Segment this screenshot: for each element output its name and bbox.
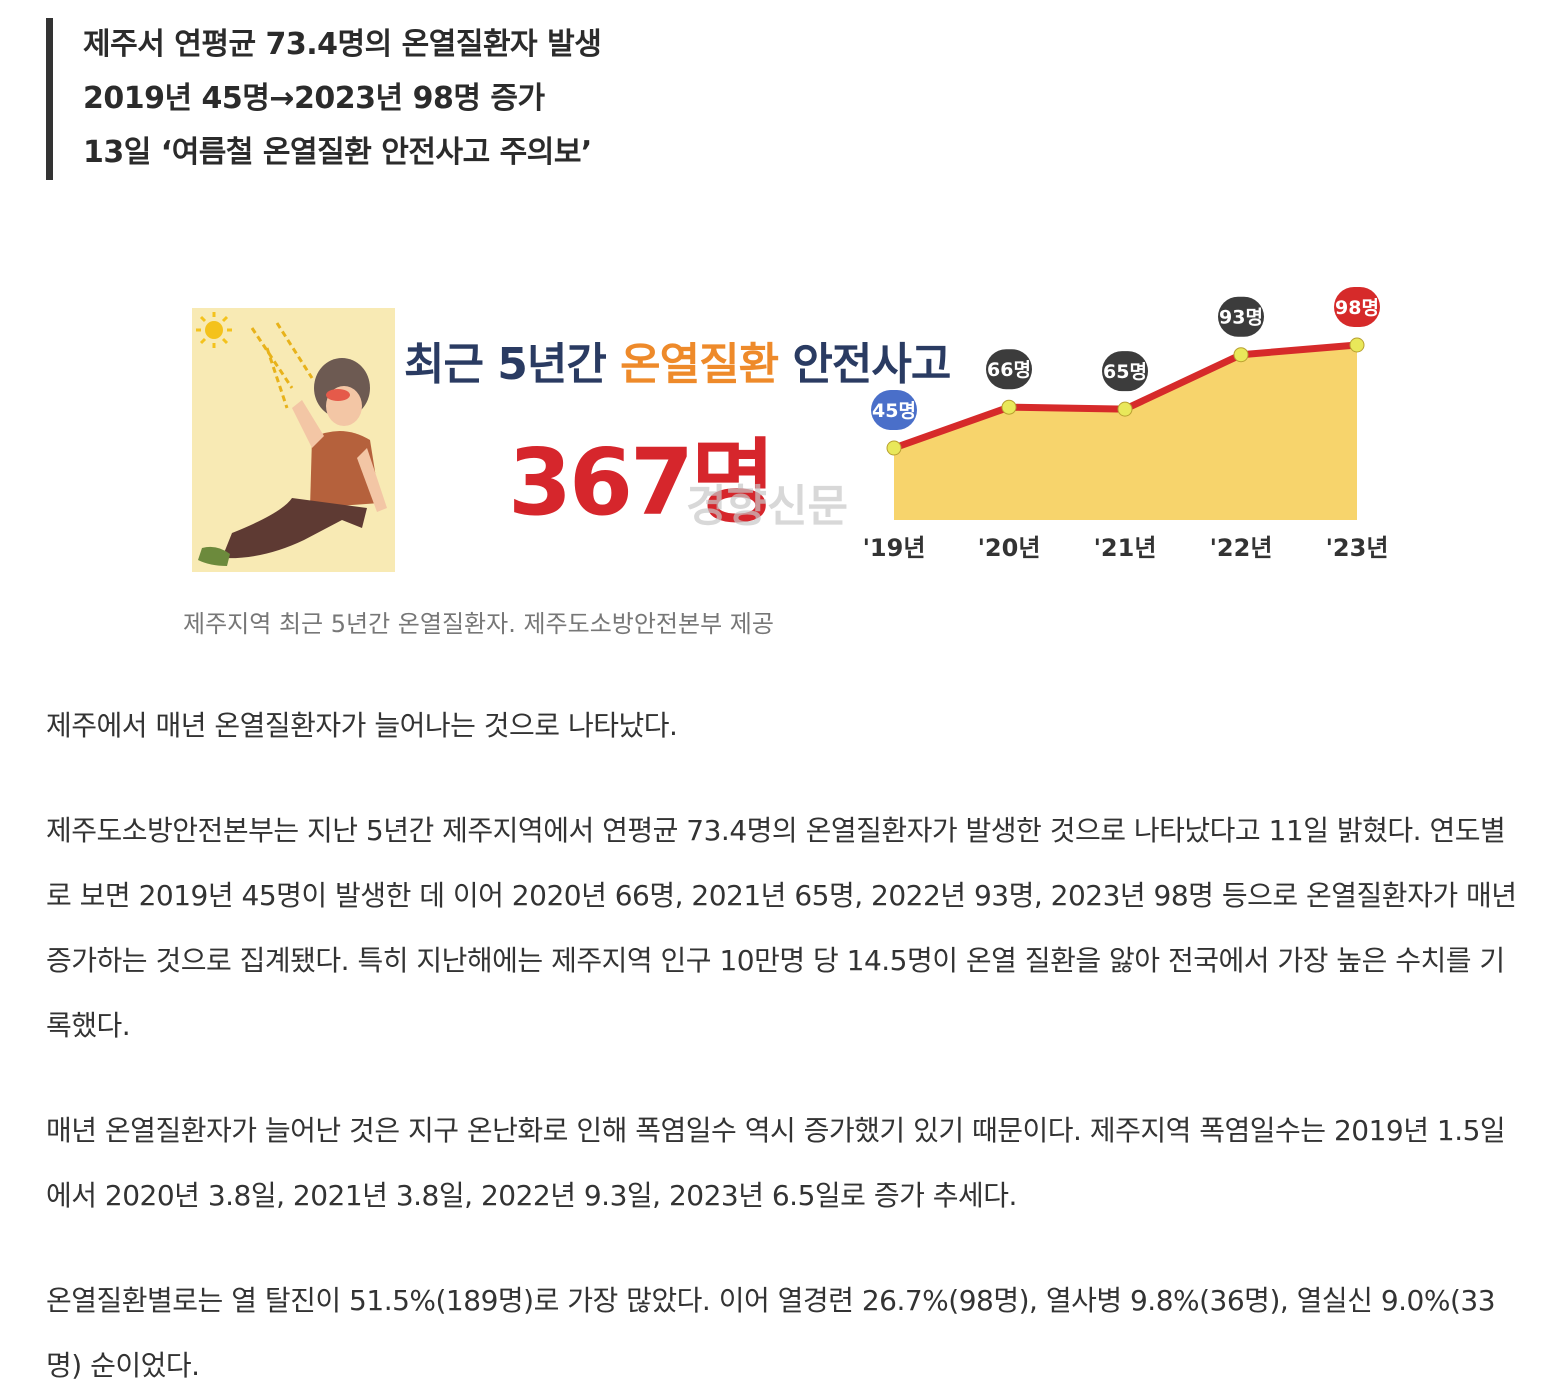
figure-title: 최근 5년간 온열질환 안전사고 <box>404 328 951 392</box>
heatstroke-illustration <box>192 308 395 572</box>
article-figure[interactable]: 최근 5년간 온열질환 안전사고 367명 경향신문 45명 '19년 66명 '20… <box>192 270 1392 580</box>
data-label-bubble <box>1218 296 1264 337</box>
chart-point <box>886 440 902 456</box>
chart-point <box>1001 399 1017 415</box>
subheading: 제주서 연평균 73.4명의 온열질환자 발생 <box>83 27 602 62</box>
x-tick-label: '23년 <box>1326 534 1389 562</box>
subheading: 2019년 45명→2023년 98명 증가 <box>83 81 545 116</box>
data-label-bubble <box>1102 351 1148 392</box>
data-label: 45명 <box>872 400 916 422</box>
data-label: 98명 <box>1335 297 1379 319</box>
figure-title-part1: 최근 5년간 <box>404 339 621 390</box>
figure-title-part2: 안전사고 <box>778 339 951 390</box>
data-label: 66명 <box>987 359 1031 381</box>
data-label-bubble <box>1334 287 1380 327</box>
x-tick-label: '20년 <box>978 534 1041 562</box>
data-label: 93명 <box>1219 307 1263 329</box>
x-tick-label: '22년 <box>1210 534 1273 562</box>
chart-point <box>1233 347 1249 363</box>
data-label: 65명 <box>1103 361 1147 383</box>
x-tick-label: '21년 <box>1094 534 1157 562</box>
figure-total: 367명 <box>508 429 776 536</box>
chart-point <box>1117 401 1133 417</box>
chart-area <box>894 345 1357 520</box>
figure-title-highlight: 온열질환 <box>620 339 779 390</box>
x-tick-label: '19년 <box>863 534 926 562</box>
figure-caption: 제주지역 최근 5년간 온열질환자. 제주도소방안전본부 제공 <box>183 610 774 638</box>
subheading: 13일 ‘여름철 온열질환 안전사고 주의보’ <box>83 135 592 170</box>
article-paragraph: 매년 온열질환자가 늘어난 것은 지구 온난화로 인해 폭염일수 역시 증가했기… <box>46 1114 1506 1212</box>
data-label-bubble <box>871 390 917 430</box>
article-subheadings: 제주서 연평균 73.4명의 온열질환자 발생 2019년 45명→2023년 … <box>46 18 983 180</box>
data-label-bubble <box>986 349 1032 390</box>
article-paragraph: 온열질환별로는 열 탈진이 51.5%(189명)로 가장 많았다. 이어 열경… <box>46 1284 1496 1382</box>
patients-area-chart: 45명 '19년 66명 '20년 65명 '21년 93명 '22년 98명 '23년 <box>863 287 1389 562</box>
article-paragraph: 제주에서 매년 온열질환자가 늘어나는 것으로 나타났다. <box>46 709 678 742</box>
watermark: 경향신문 <box>686 481 848 532</box>
article-paragraph: 제주도소방안전본부는 지난 5년간 제주지역에서 연평균 73.4명의 온열질환… <box>46 814 1517 1042</box>
chart-point <box>1349 337 1365 353</box>
